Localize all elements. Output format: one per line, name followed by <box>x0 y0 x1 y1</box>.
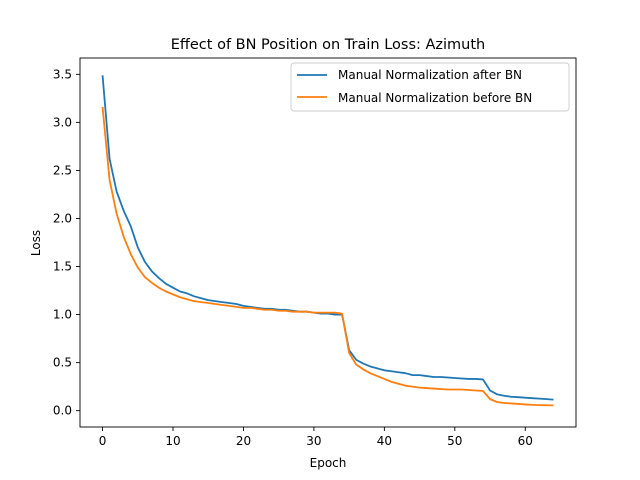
y-tick-label: 3.0 <box>53 115 72 129</box>
y-tick-label: 0.0 <box>53 404 72 418</box>
y-axis-label: Loss <box>29 230 43 256</box>
x-axis-ticks: 0 10 20 30 40 50 60 <box>99 427 533 448</box>
legend-label-before-bn: Manual Normalization before BN <box>338 91 532 105</box>
y-axis-ticks: 0.0 0.5 1.0 1.5 2.0 2.5 3.0 3.5 <box>53 67 80 418</box>
plot-frame <box>79 57 577 428</box>
x-tick-label: 30 <box>306 434 321 448</box>
plot-lines <box>101 75 554 407</box>
legend-label-after-bn: Manual Normalization after BN <box>338 68 522 82</box>
x-tick-label: 0 <box>99 434 107 448</box>
series-line-before-bn <box>101 106 554 407</box>
x-axis-label: Epoch <box>310 456 347 470</box>
legend-box <box>290 62 570 112</box>
series-line-after-bn <box>101 75 554 401</box>
y-tick-label: 3.5 <box>53 67 72 81</box>
x-tick-label: 50 <box>447 434 462 448</box>
y-tick-label: 1.5 <box>53 260 72 274</box>
legend: Manual Normalization after BN Manual Nor… <box>290 62 570 112</box>
y-tick-label: 2.0 <box>53 211 72 225</box>
y-tick-label: 0.5 <box>53 356 72 370</box>
x-tick-label: 40 <box>377 434 392 448</box>
x-tick-label: 10 <box>165 434 180 448</box>
y-tick-label: 1.0 <box>53 308 72 322</box>
chart-title: Effect of BN Position on Train Loss: Azi… <box>171 37 486 53</box>
x-tick-label: 60 <box>518 434 533 448</box>
x-tick-label: 20 <box>236 434 251 448</box>
y-tick-label: 2.5 <box>53 163 72 177</box>
